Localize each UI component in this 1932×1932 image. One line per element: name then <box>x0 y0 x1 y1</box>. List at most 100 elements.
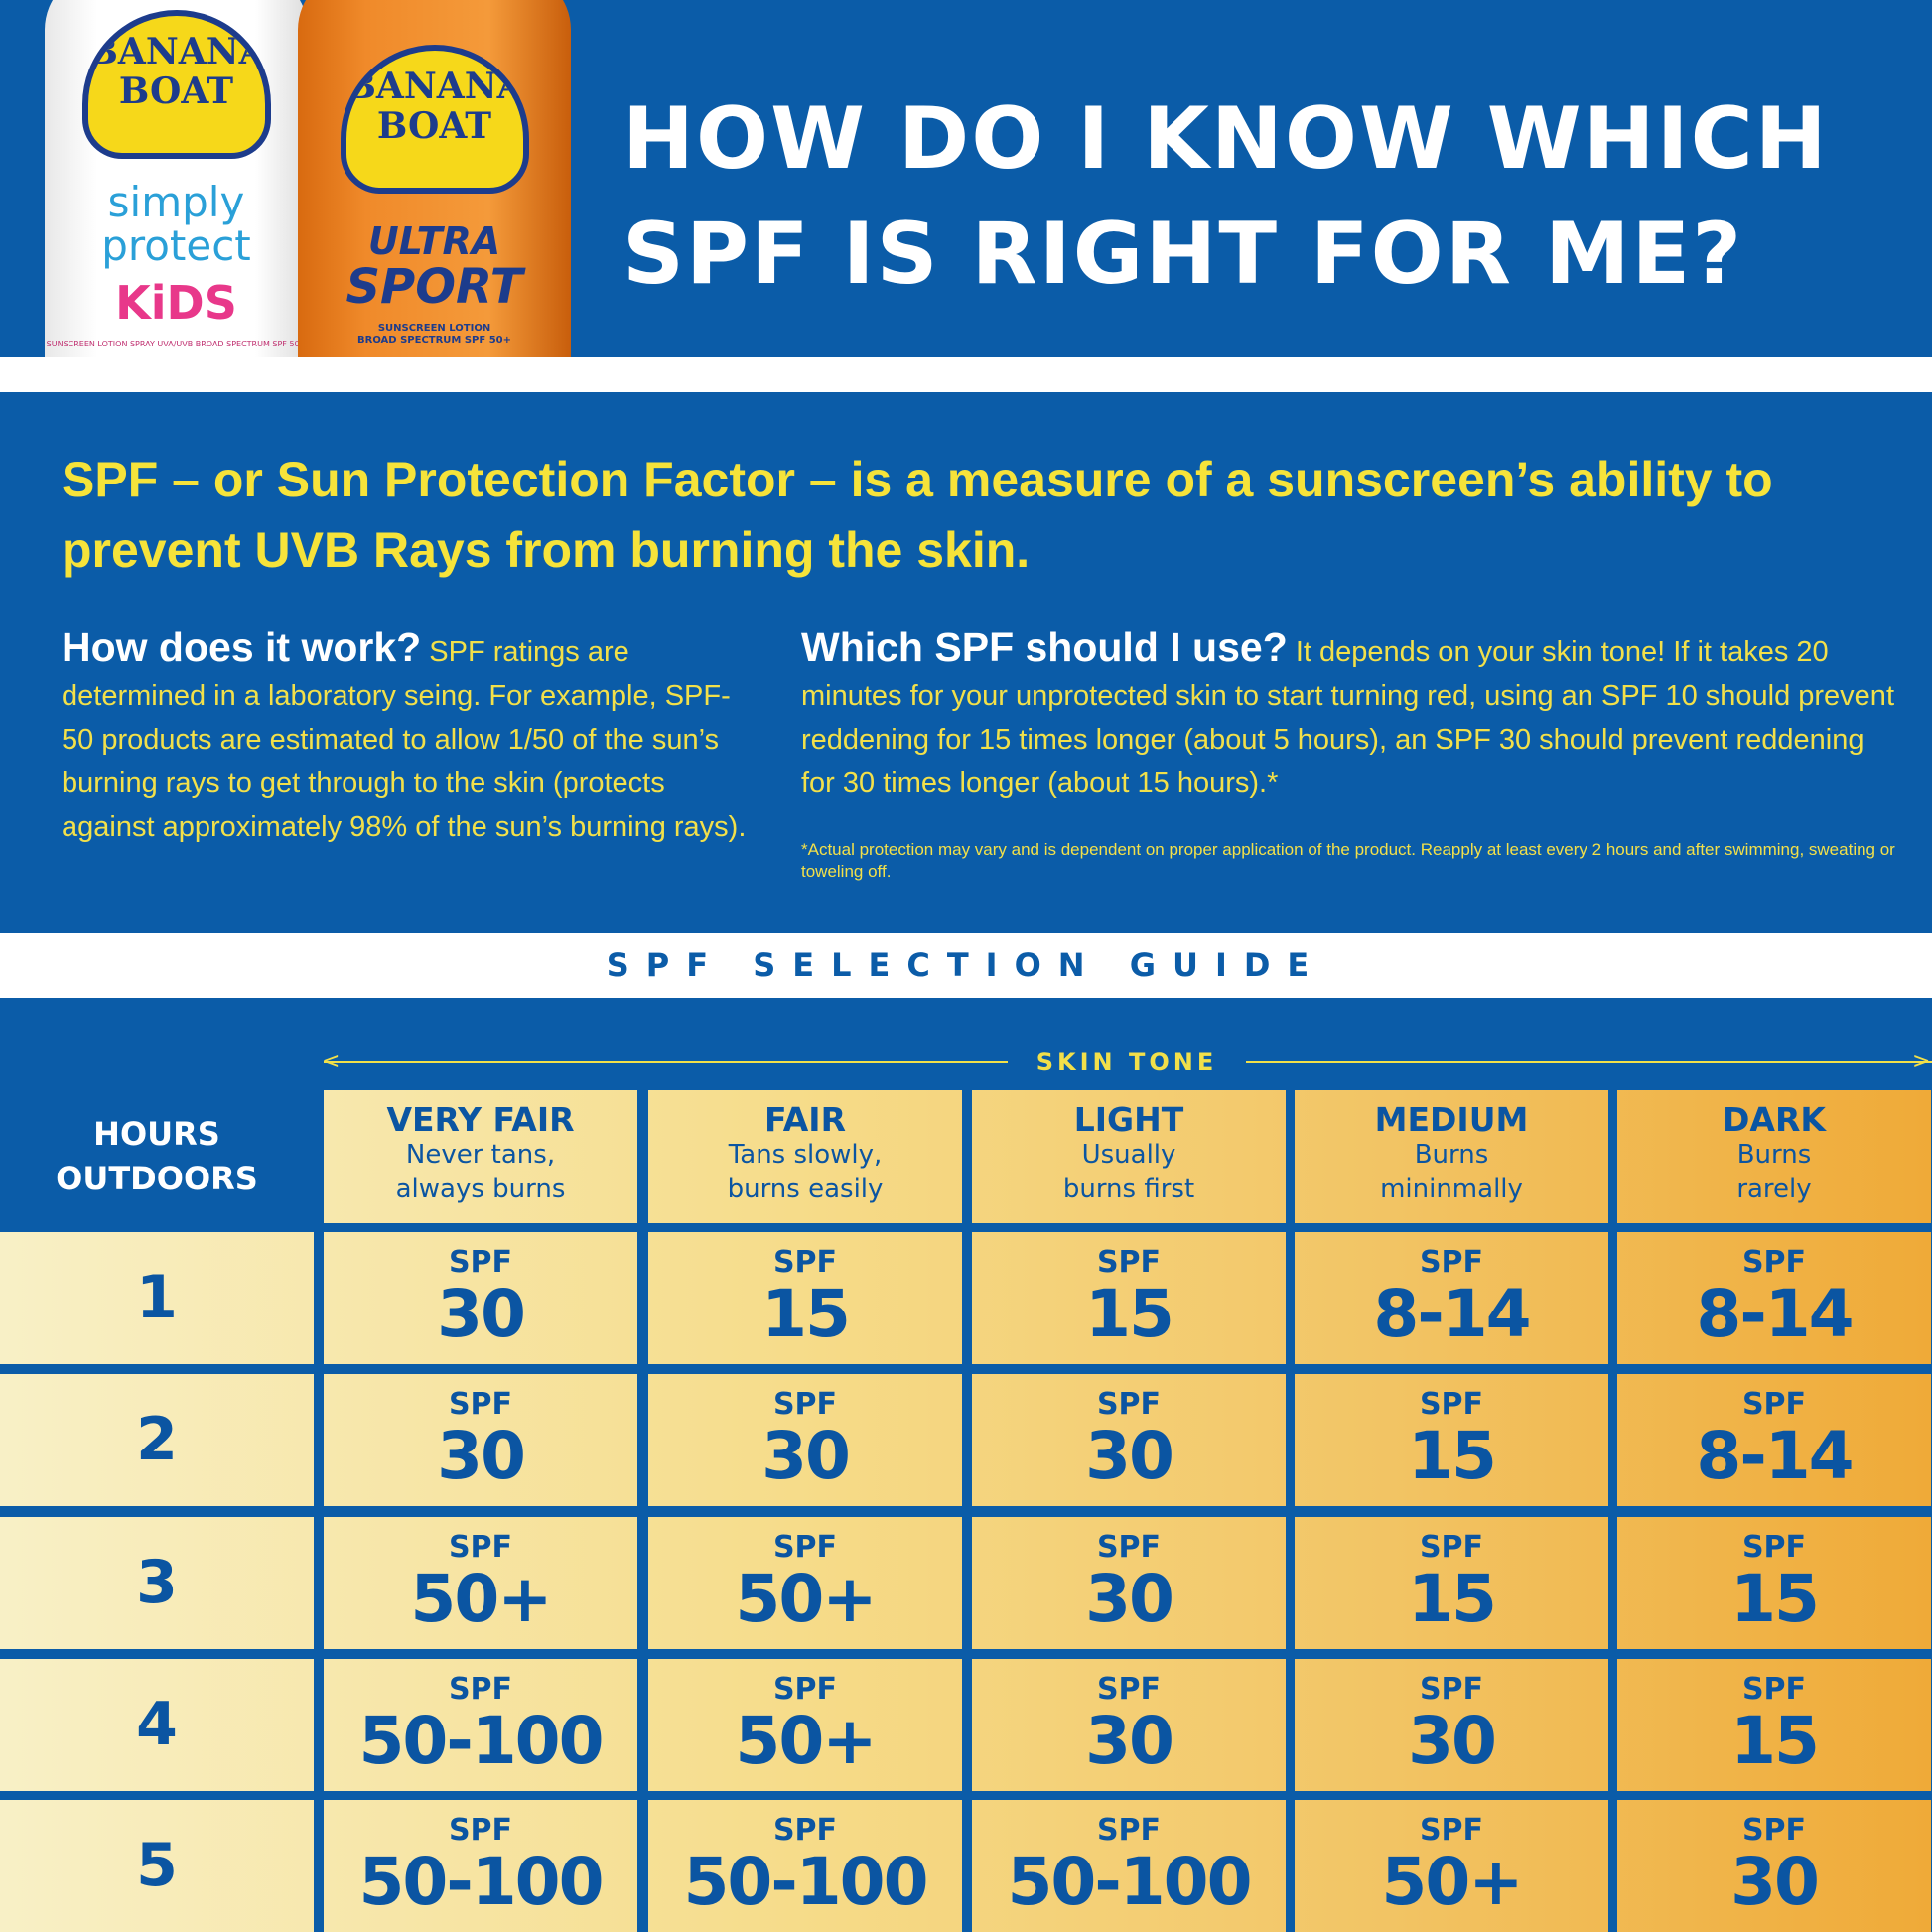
skin-tone-name: VERY FAIR <box>386 1100 575 1139</box>
hours-cell: 5 <box>0 1800 314 1932</box>
spf-label: SPF <box>1096 1245 1162 1280</box>
sport-sunscreen-bottle-image: BANANA BOAT ULTRA SPORT SUNSCREEN LOTION BR… <box>298 0 571 357</box>
spf-cell: SPF 50+ <box>324 1517 637 1649</box>
spf-label: SPF <box>448 1813 513 1848</box>
spf-value: 8-14 <box>1696 1418 1854 1494</box>
skin-tone-header: DARK Burns rarely <box>1617 1090 1931 1223</box>
spf-cell: SPF 30 <box>972 1374 1286 1506</box>
title-line: HOW DO I KNOW WHICH <box>622 89 1829 189</box>
spf-value: 30 <box>1730 1844 1820 1920</box>
spf-value: 15 <box>1408 1418 1497 1494</box>
product-kids-label: KiDS <box>115 276 237 330</box>
spf-label: SPF <box>448 1245 513 1280</box>
spf-value: 30 <box>437 1418 526 1494</box>
section-body: It depends on your skin tone! If it take… <box>801 636 1894 799</box>
spf-value: 8-14 <box>1696 1276 1854 1352</box>
info-section <box>0 392 1932 933</box>
spf-cell: SPF 15 <box>1617 1517 1931 1649</box>
skin-tone-name: MEDIUM <box>1374 1100 1529 1139</box>
hours-value: 1 <box>136 1263 178 1332</box>
product-line: protect <box>101 221 251 270</box>
skin-tone-desc: Usually <box>1081 1140 1176 1170</box>
hours-value: 3 <box>136 1548 178 1617</box>
spf-value: 50-100 <box>1007 1844 1252 1920</box>
spf-label: SPF <box>1419 1672 1484 1707</box>
which-spf-text: Which SPF should I use? It depends on yo… <box>801 625 1903 805</box>
spf-value: 50+ <box>410 1561 552 1637</box>
title-line: SPF IS RIGHT FOR ME? <box>622 205 1744 304</box>
spf-cell: SPF 15 <box>1295 1374 1608 1506</box>
logo-text: BANANA BOAT <box>345 66 525 147</box>
spf-label: SPF <box>772 1672 838 1707</box>
hours-outdoors-label: HOURS OUTDOORS <box>56 1115 258 1197</box>
hours-value: 2 <box>136 1405 178 1474</box>
section-heading: Which SPF should I use? <box>801 624 1288 670</box>
skin-tone-desc: Never tans, <box>405 1140 556 1170</box>
spf-value: 8-14 <box>1373 1276 1531 1352</box>
spf-label: SPF <box>1419 1530 1484 1565</box>
skin-tone-desc: rarely <box>1736 1174 1812 1204</box>
section-body: SPF ratings are determined in a laborato… <box>62 636 747 843</box>
spf-cell: SPF 30 <box>324 1374 637 1506</box>
banana-boat-logo: BANANA BOAT <box>81 10 271 159</box>
skin-tone-header: LIGHT Usually burns first <box>972 1090 1286 1223</box>
spf-label: SPF <box>1096 1672 1162 1707</box>
skin-tone-desc: burns first <box>1062 1174 1195 1204</box>
product-line: SPORT <box>345 259 523 315</box>
spf-label: SPF <box>1741 1245 1807 1280</box>
page-title: HOW DO I KNOW WHICH SPF IS RIGHT FOR ME? <box>622 81 1829 312</box>
skin-tone-header: VERY FAIR Never tans, always burns <box>324 1090 637 1223</box>
hours-cell: 1 <box>0 1232 314 1364</box>
spf-cell: SPF 50-100 <box>324 1800 637 1932</box>
spf-cell: SPF 8-14 <box>1617 1232 1931 1364</box>
spf-label: SPF <box>772 1530 838 1565</box>
arrow-right-icon: > <box>1912 1049 1931 1074</box>
skin-tone-desc: burns easily <box>727 1174 884 1204</box>
spf-selection-table <box>0 998 1932 1932</box>
banana-boat-logo: BANANA BOAT <box>340 45 529 194</box>
spf-cell: SPF 15 <box>972 1232 1286 1364</box>
spf-value: 15 <box>1085 1276 1174 1352</box>
kids-sunscreen-bottle-image: BANANA BOAT simply protect KiDS SUNSCREEN … <box>45 0 308 357</box>
spf-cell: SPF 15 <box>1617 1659 1931 1791</box>
spf-value: 15 <box>1730 1703 1820 1779</box>
spf-cell: SPF 30 <box>972 1517 1286 1649</box>
spf-label: SPF <box>772 1387 838 1422</box>
spf-cell: SPF 8-14 <box>1617 1374 1931 1506</box>
skin-tone-desc: Tans slowly, <box>728 1140 883 1170</box>
spf-value: 15 <box>761 1276 851 1352</box>
spf-value: 50-100 <box>358 1703 604 1779</box>
product-small-text: BROAD SPECTRUM SPF 50+ <box>357 335 511 345</box>
product-line: simply <box>107 178 245 226</box>
skin-tone-desc: mininmally <box>1380 1174 1523 1204</box>
spf-value: 50-100 <box>683 1844 928 1920</box>
spf-label: SPF <box>1741 1530 1807 1565</box>
spf-label: SPF <box>1741 1387 1807 1422</box>
skin-tone-name: FAIR <box>764 1100 846 1139</box>
skin-tone-name: DARK <box>1723 1100 1826 1139</box>
skin-tone-label: SKIN TONE <box>1008 1044 1246 1080</box>
skin-tone-desc: always burns <box>395 1174 566 1204</box>
hours-cell: 4 <box>0 1659 314 1791</box>
product-small-text: SUNSCREEN LOTION SPRAY UVA/UVB BROAD SPE… <box>46 340 307 348</box>
footnote: *Actual protection may vary and is depen… <box>801 840 1895 881</box>
spf-value: 50-100 <box>358 1844 604 1920</box>
spf-cell: SPF 50+ <box>1295 1800 1608 1932</box>
spf-value: 50+ <box>735 1561 877 1637</box>
hours-value: 4 <box>136 1690 178 1759</box>
spf-label: SPF <box>1419 1813 1484 1848</box>
spf-cell: SPF 50-100 <box>972 1800 1286 1932</box>
spf-label: SPF <box>448 1387 513 1422</box>
spf-cell: SPF 15 <box>1295 1517 1608 1649</box>
spf-label: SPF <box>448 1530 513 1565</box>
arrow-left-icon: < <box>322 1049 341 1074</box>
spf-cell: SPF 30 <box>648 1374 962 1506</box>
spf-cell: SPF 30 <box>1617 1800 1931 1932</box>
spf-cell: SPF 8-14 <box>1295 1232 1608 1364</box>
skin-tone-header: FAIR Tans slowly, burns easily <box>648 1090 962 1223</box>
spf-value: 50+ <box>1381 1844 1523 1920</box>
spf-label: SPF <box>1419 1387 1484 1422</box>
spf-label: SPF <box>1096 1387 1162 1422</box>
spf-value: 30 <box>1085 1561 1174 1637</box>
header-banner: BANANA BOAT simply protect KiDS SUNSCREEN … <box>0 0 1932 357</box>
